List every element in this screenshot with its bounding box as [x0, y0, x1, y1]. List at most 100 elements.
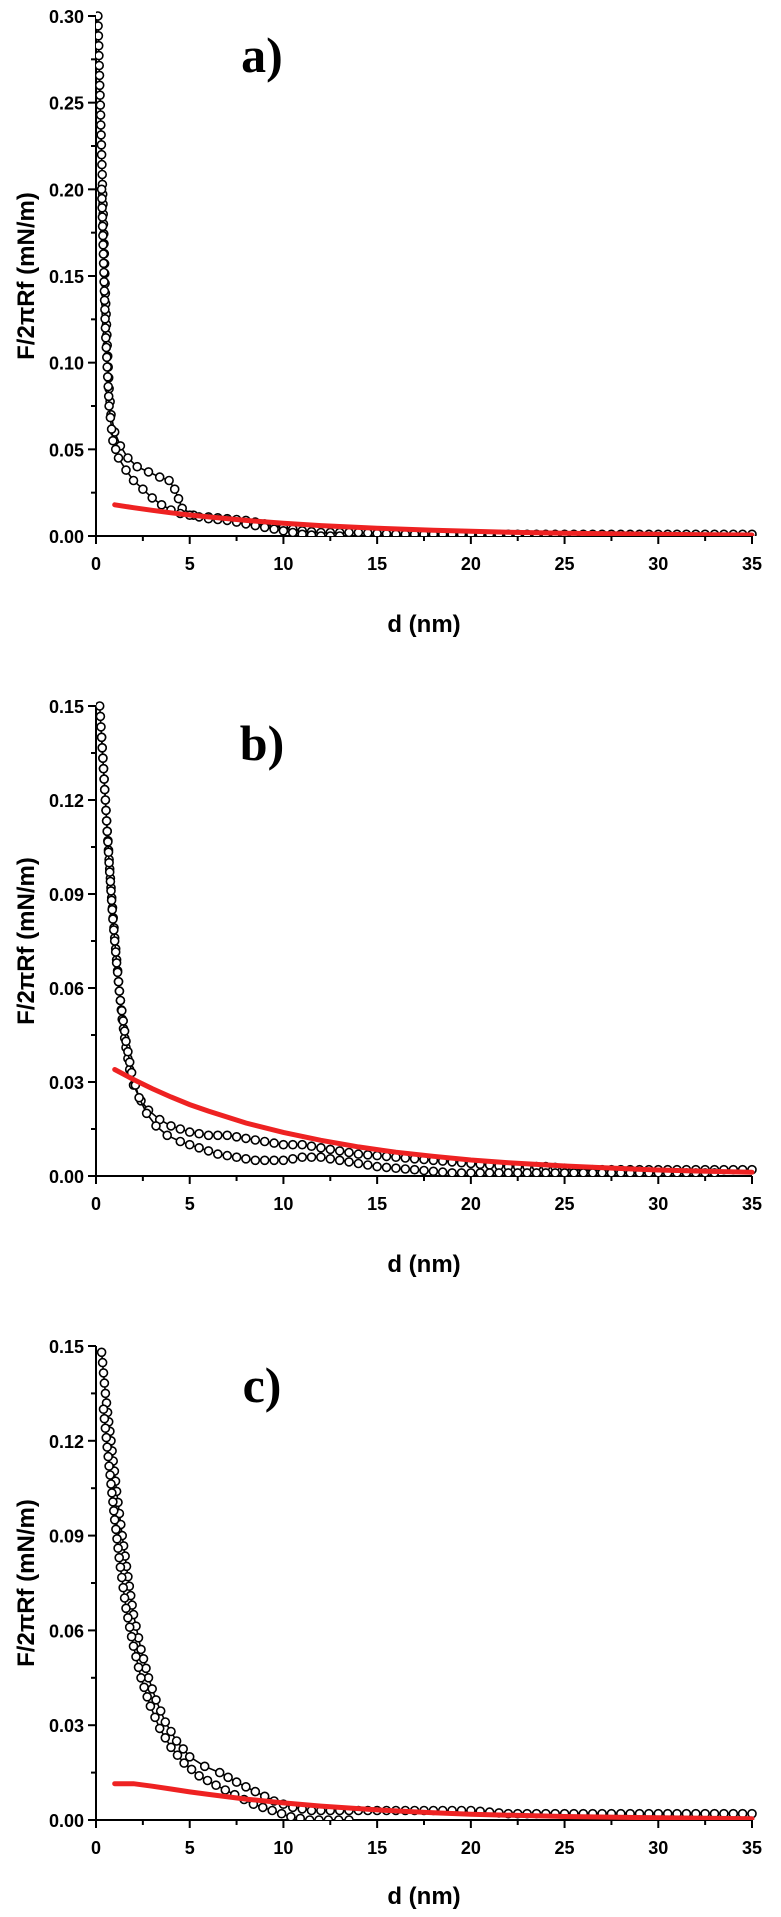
y-tick-label: 0.09 — [49, 885, 84, 905]
y-axis-title: F/2πRf (mN/m) — [13, 192, 40, 360]
data-point — [166, 1121, 176, 1131]
data-point — [484, 1168, 495, 1176]
data-point — [306, 1141, 317, 1151]
data-point — [494, 1168, 504, 1176]
data-point — [119, 1593, 130, 1603]
data-point — [154, 1723, 165, 1734]
data-point — [108, 435, 118, 446]
data-point — [164, 475, 174, 486]
data-point — [241, 1133, 251, 1144]
data-point — [141, 1108, 152, 1119]
panel-a: 0 5 10 15 20 25 30 35 0.00 0.05 0.10 0.15 0.20 0.25 0.… — [13, 7, 762, 638]
data-point — [155, 1706, 166, 1716]
data-point — [97, 203, 107, 213]
data-point — [113, 453, 124, 463]
data-point — [295, 1813, 306, 1820]
data-point — [105, 1470, 115, 1480]
y-tick-label: 0.03 — [49, 1073, 84, 1093]
data-point — [96, 31, 104, 41]
data-point — [99, 784, 110, 795]
data-point — [214, 1767, 225, 1778]
data-point — [203, 1130, 214, 1141]
data-point — [128, 475, 139, 486]
data-point — [231, 1777, 242, 1787]
data-point — [97, 159, 107, 170]
data-point — [353, 1158, 364, 1169]
data-point — [105, 412, 116, 423]
data-point — [96, 110, 106, 120]
data-point — [213, 1130, 223, 1141]
data-point — [136, 1673, 146, 1683]
data-point — [121, 1603, 131, 1614]
data-point — [96, 149, 107, 160]
data-point — [231, 1132, 242, 1142]
data-point — [109, 925, 119, 935]
data-point — [128, 1641, 139, 1651]
data-point — [278, 1155, 289, 1166]
data-point — [96, 100, 106, 110]
data-point — [400, 1164, 411, 1174]
data-point — [97, 742, 107, 753]
data-point — [151, 1695, 161, 1705]
data-point — [99, 286, 110, 296]
y-tick-label: 0.12 — [49, 791, 84, 811]
data-point — [107, 904, 117, 915]
x-tick-label: 25 — [555, 1838, 575, 1858]
data-point — [316, 531, 326, 536]
fit-curve — [112, 1067, 755, 1175]
x-tick-label: 15 — [367, 1838, 387, 1858]
data-point — [103, 391, 114, 402]
data-point — [578, 1168, 589, 1176]
data-point — [134, 1092, 144, 1103]
data-point — [114, 986, 125, 996]
data-point — [110, 444, 121, 455]
data-point — [559, 1168, 570, 1176]
data-point — [102, 826, 112, 837]
data-point — [156, 499, 167, 510]
data-point — [297, 529, 307, 536]
data-point — [316, 1152, 326, 1162]
data-point — [175, 1136, 186, 1147]
plot-area — [96, 1347, 757, 1820]
panel-label: b) — [240, 715, 284, 771]
data-point — [121, 465, 131, 475]
data-point — [287, 1154, 298, 1164]
data-point — [115, 995, 126, 1006]
data-point — [96, 120, 106, 130]
data-point — [99, 774, 109, 784]
data-point — [139, 1682, 149, 1693]
data-point — [194, 1143, 204, 1153]
data-point — [101, 332, 111, 343]
data-point — [107, 1488, 117, 1498]
y-axis-title: F/2πRf (mN/m) — [13, 1499, 40, 1667]
data-point — [96, 21, 103, 31]
data-point — [132, 461, 142, 472]
data-point — [114, 1552, 124, 1563]
x-tick-label: 20 — [461, 1838, 481, 1858]
x-tick-label: 20 — [461, 1194, 481, 1214]
data-point — [169, 484, 180, 495]
data-point — [184, 1127, 195, 1137]
data-point — [171, 1736, 182, 1746]
data-point — [199, 1761, 210, 1772]
data-point — [99, 1413, 110, 1424]
x-tick-label: 15 — [367, 1194, 387, 1214]
data-point — [166, 1742, 176, 1753]
data-point — [100, 313, 110, 324]
data-point — [100, 1423, 111, 1433]
data-point — [105, 876, 116, 887]
data-series-2-line — [100, 189, 340, 536]
data-point — [333, 1815, 344, 1820]
panel-c: 0 5 10 15 20 25 30 35 0.00 0.03 0.06 0.09 0.12 0.15 d … — [13, 1337, 762, 1910]
data-point — [98, 249, 109, 259]
data-point — [147, 1684, 157, 1694]
data-point — [344, 1157, 354, 1167]
data-point — [96, 90, 105, 100]
y-tick-label: 0.25 — [49, 94, 84, 114]
data-point — [142, 1692, 152, 1702]
data-point — [162, 1130, 172, 1141]
plot-area — [96, 701, 757, 1176]
data-point — [115, 1562, 126, 1572]
data-point — [97, 193, 107, 204]
